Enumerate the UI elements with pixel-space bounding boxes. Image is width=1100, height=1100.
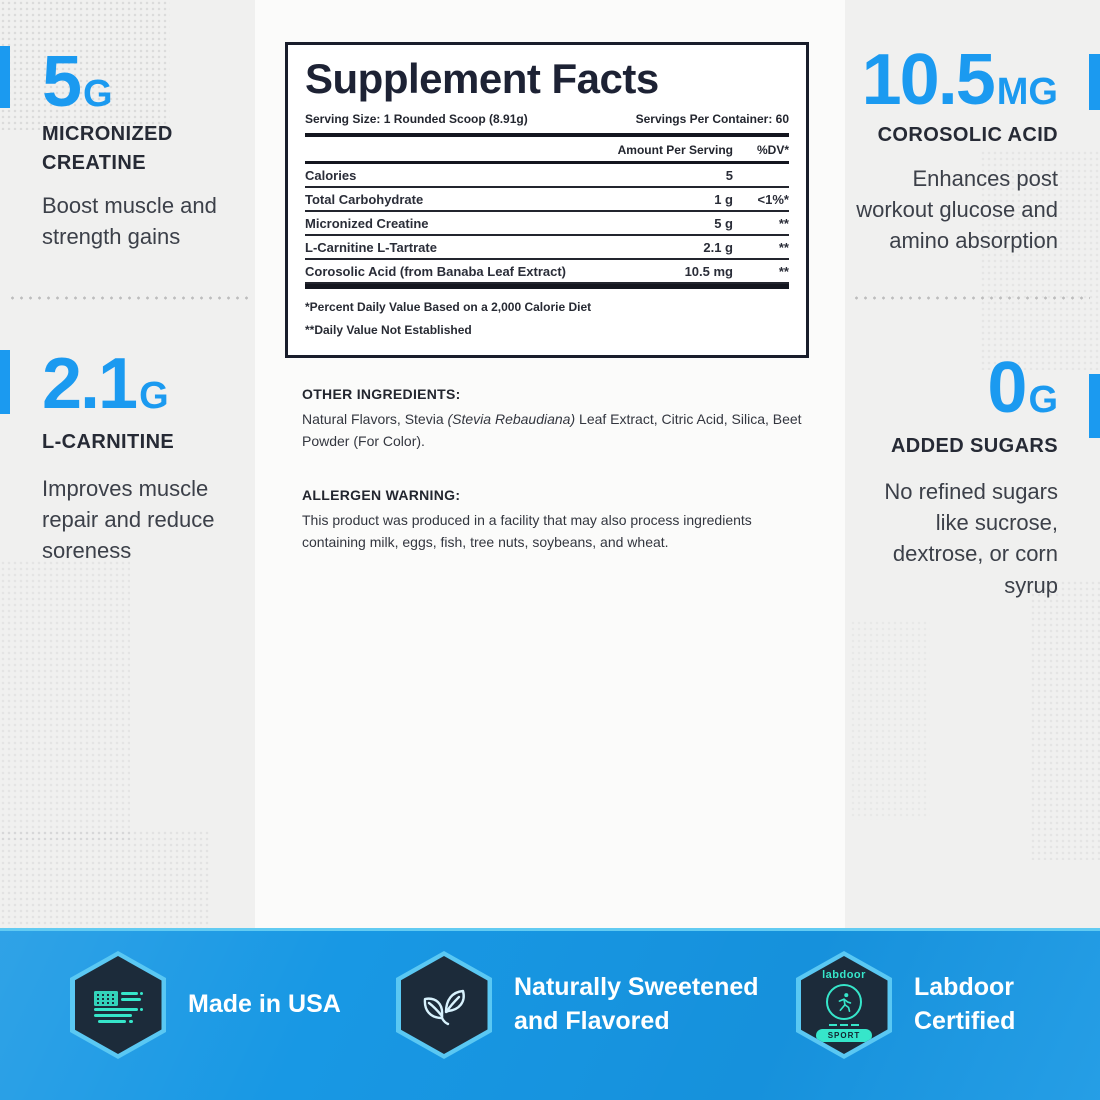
- stat-creatine-desc: Boost muscle and strength gains: [42, 193, 217, 250]
- labdoor-fine-print: [829, 1023, 859, 1026]
- table-row: Total Carbohydrate 1 g <1%*: [305, 188, 789, 213]
- table-header-row: Amount Per Serving %DV*: [305, 137, 789, 161]
- divider-thick: [305, 133, 789, 138]
- stat-corosolic-name: COROSOLIC ACID: [877, 124, 1058, 146]
- row-dv: <1%*: [757, 191, 789, 207]
- dv-column-header: %DV*: [756, 143, 789, 158]
- stat-corosolic-desc: Enhances post workout glucose and amino …: [856, 166, 1058, 254]
- row-dv: **: [778, 215, 789, 231]
- stat-carnitine-amount: 2.1G: [42, 348, 169, 420]
- grunge-texture: [0, 560, 130, 840]
- stat-value: 2.1: [42, 344, 138, 424]
- badge-made-in-usa: Made in USA: [70, 951, 341, 1059]
- stat-corosolic-amount: 10.5MG: [862, 44, 1058, 116]
- stat-unit: G: [83, 73, 113, 115]
- row-dv: **: [778, 239, 789, 255]
- stat-carnitine-desc: Improves muscle repair and reduce sorene…: [42, 476, 215, 564]
- ingredients-latin-name: (Stevia Rebaudiana): [447, 411, 576, 427]
- other-ingredients-body: Natural Flavors, Stevia (Stevia Rebaudia…: [302, 409, 802, 452]
- allergen-warning-section: ALLERGEN WARNING: This product was produ…: [302, 487, 770, 553]
- row-amount: 10.5 mg: [684, 263, 733, 279]
- row-amount: 5 g: [714, 215, 733, 231]
- table-row: L-Carnitine L-Tartrate 2.1 g **: [305, 236, 789, 261]
- table-row: Corosolic Acid (from Banaba Leaf Extract…: [305, 260, 789, 285]
- stat-unit: MG: [996, 71, 1058, 113]
- row-name: Calories: [305, 167, 357, 183]
- hexagon-frame: [70, 951, 166, 1059]
- right-edge-accent-bar: [1089, 374, 1100, 438]
- row-name: L-Carnitine L-Tartrate: [305, 239, 437, 255]
- left-edge-accent-bar: [0, 46, 10, 108]
- supplement-facts-panel: Supplement Facts Serving Size: 1 Rounded…: [285, 42, 809, 358]
- dotted-divider-left: [8, 296, 250, 300]
- table-row: Micronized Creatine 5 g **: [305, 212, 789, 237]
- stat-carnitine-name: L-CARNITINE: [42, 431, 175, 453]
- servings-per-container: Servings Per Container: 60: [635, 112, 789, 127]
- serving-size: Serving Size: 1 Rounded Scoop (8.91g): [305, 112, 528, 127]
- allergen-warning-body: This product was produced in a facility …: [302, 512, 752, 550]
- badge-label: Labdoor Certified: [914, 973, 1016, 1035]
- stat-creatine-amount: 5G: [42, 46, 113, 118]
- other-ingredients-heading: OTHER INGREDIENTS:: [302, 386, 461, 402]
- right-edge-accent-bar: [1089, 54, 1100, 110]
- grunge-texture: [1030, 580, 1100, 860]
- row-name: Total Carbohydrate: [305, 191, 424, 207]
- badge-labdoor-certified: labdoor SPORT Labdoor Certified: [796, 951, 1064, 1059]
- stat-sugars-name: ADDED SUGARS: [890, 435, 1058, 457]
- grunge-texture: [0, 830, 210, 928]
- row-name: Micronized Creatine: [305, 215, 429, 231]
- stat-creatine-name: MICRONIZED CREATINE: [42, 123, 173, 174]
- labdoor-wordmark: labdoor: [822, 968, 866, 981]
- labdoor-sport-pill: SPORT: [815, 1028, 873, 1042]
- footer-bar: Made in USA Naturally Sweetened and Flav…: [0, 928, 1100, 1100]
- divider-medium: [305, 161, 789, 165]
- allergen-warning-heading: ALLERGEN WARNING:: [302, 487, 461, 503]
- other-ingredients-section: OTHER INGREDIENTS: Natural Flavors, Stev…: [302, 386, 802, 452]
- left-edge-accent-bar: [0, 350, 10, 414]
- panel-title: Supplement Facts: [305, 55, 659, 102]
- row-amount: 5: [725, 167, 733, 183]
- row-name: Corosolic Acid (from Banaba Leaf Extract…: [305, 263, 567, 279]
- footnote-dv: *Percent Daily Value Based on a 2,000 Ca…: [305, 300, 592, 315]
- hexagon-frame: labdoor SPORT: [796, 951, 892, 1059]
- stat-unit: G: [139, 375, 169, 417]
- stat-sugars-desc: No refined sugars like sucrose, dextrose…: [884, 479, 1058, 598]
- badge-label: Naturally Sweetened and Flavored: [514, 973, 759, 1035]
- row-dv: **: [778, 263, 789, 279]
- amount-column-header: Amount Per Serving: [617, 143, 733, 158]
- stat-value: 0: [987, 348, 1027, 428]
- row-amount: 1 g: [714, 191, 733, 207]
- dotted-divider-right: [852, 296, 1090, 300]
- row-amount: 2.1 g: [703, 239, 733, 255]
- badge-label: Made in USA: [188, 990, 341, 1019]
- stat-unit: G: [1028, 379, 1058, 421]
- stat-value: 5: [42, 42, 82, 122]
- ingredients-text: Natural Flavors, Stevia: [302, 411, 448, 427]
- badge-naturally-sweetened: Naturally Sweetened and Flavored: [396, 951, 799, 1059]
- grunge-texture: [850, 620, 930, 820]
- labdoor-runner-icon: [826, 983, 862, 1020]
- footnote-not-established: **Daily Value Not Established: [305, 323, 472, 338]
- usa-flag-icon: [94, 991, 143, 1023]
- stat-value: 10.5: [861, 40, 996, 120]
- leaves-icon: [423, 989, 465, 1026]
- divider-heavy: [305, 284, 789, 290]
- stat-sugars-amount: 0G: [987, 352, 1058, 424]
- table-row: Calories 5: [305, 164, 789, 189]
- ingredients-text: Leaf Extract, Citric Acid, Silica, Beet …: [302, 411, 802, 449]
- hexagon-frame: [396, 951, 492, 1059]
